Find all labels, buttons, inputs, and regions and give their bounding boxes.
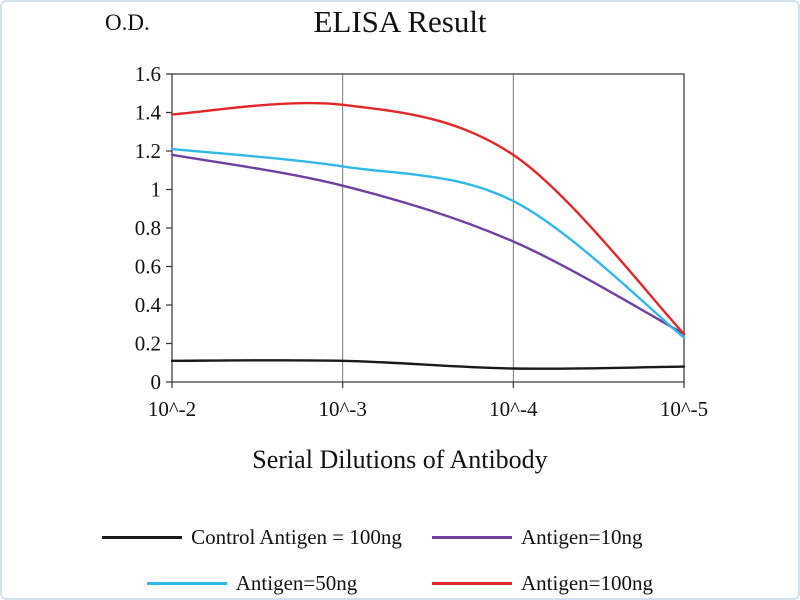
x-tick-label: 10^-2 xyxy=(148,397,196,421)
legend-line-swatch xyxy=(432,581,512,585)
y-tick-label: 1.4 xyxy=(135,101,162,125)
y-tick-label: 0.2 xyxy=(135,332,161,356)
legend-label: Antigen=50ng xyxy=(235,570,358,595)
y-tick-label: 0 xyxy=(151,370,162,394)
legend-line-swatch xyxy=(146,581,227,585)
series-line-3 xyxy=(170,101,686,336)
y-tick-label: 0.8 xyxy=(135,216,161,240)
legend-row: Antigen=50ng Antigen=100ng xyxy=(72,560,752,598)
series-line-1 xyxy=(170,153,686,336)
series-line-2 xyxy=(170,147,686,339)
legend-row: Control Antigen = 100ng Antigen=10ng xyxy=(72,514,752,560)
legend-line-swatch xyxy=(432,535,512,539)
legend-item-antigen-10ng: Antigen=10ng xyxy=(432,525,643,550)
legend-line-swatch xyxy=(102,535,183,539)
y-tick-label: 0.4 xyxy=(135,293,162,317)
x-tick-label: 10^-3 xyxy=(318,397,366,421)
y-tick-label: 0.6 xyxy=(135,255,161,279)
legend-item-antigen-100ng: Antigen=100ng xyxy=(432,571,653,596)
legend-label: Antigen=100ng xyxy=(521,570,653,595)
elisa-plot: 0 0.2 0.4 0.6 0.8 1 1.2 1.4 1.6 10^-2 10^-3 10^-4 10… xyxy=(135,62,708,421)
y-tick-label: 1.2 xyxy=(135,139,161,163)
plot-frame xyxy=(171,73,685,383)
x-tick-label: 10^-5 xyxy=(660,397,708,421)
series-line-0 xyxy=(170,359,686,370)
x-tick-label: 10^-4 xyxy=(489,397,538,421)
y-axis-unit-label: O.D. xyxy=(105,10,150,35)
y-tick-label: 1 xyxy=(151,178,162,202)
legend: Control Antigen = 100ng Antigen=10ng Ant… xyxy=(72,514,752,598)
legend-item-antigen-50ng: Antigen=50ng xyxy=(146,570,358,596)
chart-title: ELISA Result xyxy=(313,4,487,39)
x-axis-title: Serial Dilutions of Antibody xyxy=(252,445,548,474)
y-tick-label: 1.6 xyxy=(135,62,161,86)
legend-item-control: Control Antigen = 100ng xyxy=(102,525,402,550)
legend-label: Antigen=10ng xyxy=(521,524,643,549)
legend-label: Control Antigen = 100ng xyxy=(191,524,402,549)
